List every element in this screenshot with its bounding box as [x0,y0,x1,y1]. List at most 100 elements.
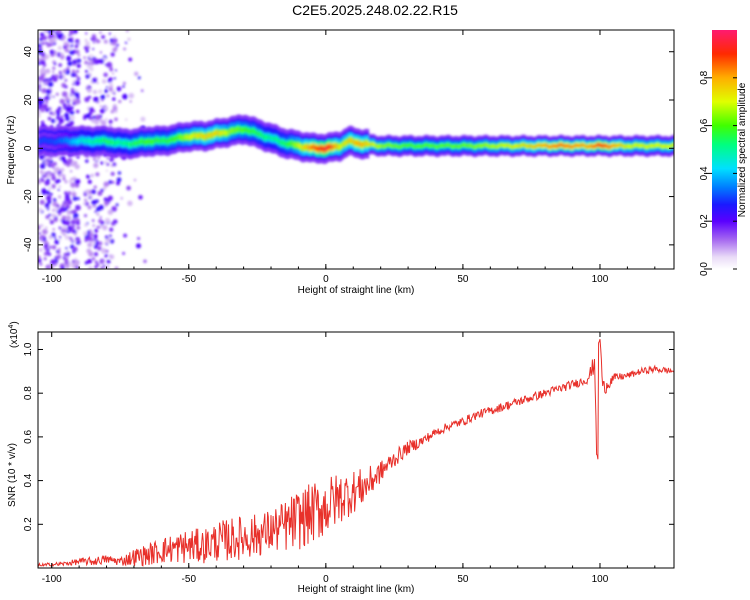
band-cell [506,143,509,147]
noise-speckle [116,43,119,47]
snr-frame [37,331,675,569]
band-cell [130,142,133,147]
noise-speckle [45,68,51,74]
noise-speckle [93,96,99,103]
band-cell [492,144,495,148]
band-cell [554,144,557,148]
band-cell [146,139,149,144]
noise-speckle [76,69,79,73]
noise-speckle [126,185,131,191]
band-cell [153,139,156,144]
noise-speckle [57,106,62,111]
band-cell [375,144,378,148]
band-cell [343,141,347,146]
noise-speckle [108,32,111,35]
noise-speckle [68,121,74,127]
band-cell [431,144,434,148]
y-tick-label: 20 [23,94,34,106]
noise-speckle [71,185,75,188]
spectrogram-chart: -100 -50 0 50 100 -40 -20 0 20 40 Height of strai… [6,29,748,296]
band-cell [608,145,611,149]
noise-speckle [76,75,79,79]
noise-speckle [70,90,76,95]
noise-speckle [100,248,105,253]
noise-speckle [86,85,89,88]
band-cell [367,141,370,146]
y-tick-label: 1.0 [23,342,34,356]
band-cell [485,143,488,147]
noise-speckle [85,159,89,163]
noise-speckle [40,68,46,74]
band-cell [74,139,77,144]
noise-speckle [123,233,127,238]
band-cell [117,140,120,145]
noise-speckle [101,120,107,126]
band-cell [243,127,246,132]
band-cell [176,135,179,140]
noise-speckle [58,212,61,216]
band-cell [455,144,458,148]
noise-speckle [91,34,96,39]
noise-speckle [116,181,120,186]
noise-speckle [54,257,58,260]
band-cell [381,144,384,148]
band-cell [503,144,506,148]
band-cell [539,143,542,147]
band-cell [294,142,297,148]
band-cell [322,146,325,152]
noise-speckle [125,41,128,44]
noise-speckle [75,39,80,44]
band-cell [467,144,470,148]
band-cell [79,138,82,143]
noise-speckle [124,118,128,121]
band-cell [251,128,254,134]
noise-speckle [41,75,44,78]
noise-speckle [40,120,45,125]
noise-speckle [65,70,70,75]
noise-speckle [40,60,46,65]
band-cell [418,144,421,148]
band-cell [426,143,429,147]
noise-speckle [69,30,74,33]
band-cell [75,139,78,144]
band-cell [72,139,75,144]
noise-speckle [45,89,52,95]
band-cell [549,145,552,149]
band-cell [67,139,70,144]
band-cell [473,145,477,149]
noise-speckle [94,228,98,233]
band-cell [159,138,162,143]
noise-speckle [112,38,118,44]
band-cell [41,138,44,143]
noise-speckle [54,53,58,57]
band-cell [222,130,225,135]
band-cell [110,139,113,145]
band-cell [533,145,536,149]
noise-speckle [122,85,125,88]
band-cell [391,144,394,148]
band-cell [598,143,602,147]
noise-speckle [44,175,47,178]
band-cell [204,134,207,140]
band-cell [314,145,317,150]
band-cell [439,144,442,148]
noise-speckle [75,79,79,82]
noise-speckle [106,243,109,246]
noise-speckle [62,174,66,178]
noise-speckle [56,30,62,34]
band-cell [320,146,324,151]
band-cell [269,135,273,141]
band-cell [572,145,575,148]
noise-speckle [122,252,125,255]
band-cell [529,144,532,148]
band-cell [84,138,87,144]
noise-speckle [88,266,93,269]
band-cell [210,133,213,138]
noise-speckle [42,238,47,242]
band-cell [82,138,85,143]
noise-speckle [44,160,49,165]
noise-speckle [127,200,133,206]
band-cell [135,141,138,146]
noise-speckle [60,155,66,161]
band-cell [57,138,60,143]
